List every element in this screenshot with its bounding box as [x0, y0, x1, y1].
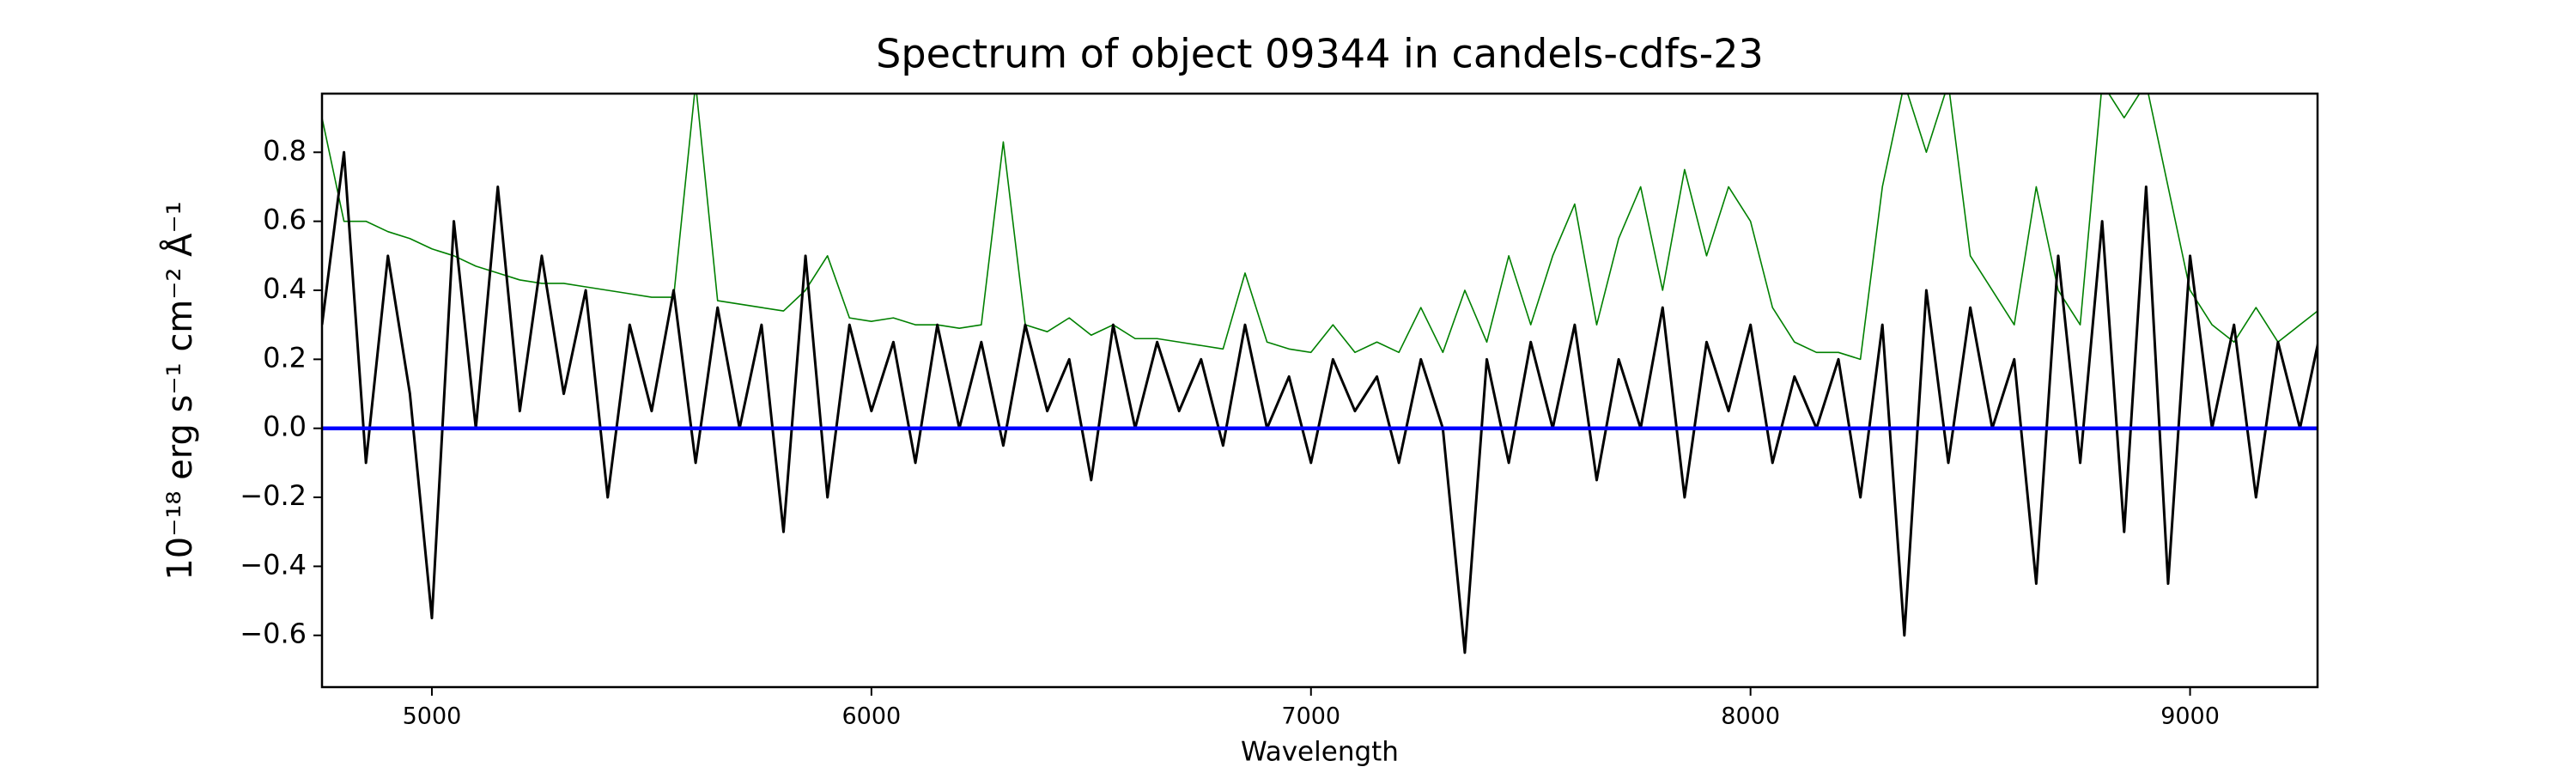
x-tick-label: 7000 [1281, 703, 1340, 730]
chart-title: Spectrum of object 09344 in candels-cdfs… [876, 31, 1764, 77]
y-tick-label: −0.6 [240, 618, 307, 650]
x-tick-label: 9000 [2160, 703, 2220, 730]
spectrum-line [322, 94, 2318, 361]
x-tick-label: 8000 [1721, 703, 1780, 730]
x-tick-label: 5000 [403, 703, 462, 730]
y-axis-label: 10⁻¹⁸ erg s⁻¹ cm⁻² Å⁻¹ [159, 201, 200, 580]
y-tick-label: −0.4 [240, 548, 307, 581]
plot-area [322, 94, 2318, 654]
y-tick-label: 0.6 [263, 204, 307, 236]
x-tick-label: 6000 [842, 703, 902, 730]
y-tick-label: 0.4 [263, 272, 307, 305]
x-axis-label: Wavelength [1241, 737, 1399, 768]
spectrum-line [322, 150, 2318, 654]
y-tick-label: 0.2 [263, 341, 307, 374]
axes-frame [320, 92, 2319, 689]
y-tick-label: 0.8 [263, 134, 307, 167]
y-tick-label: −0.2 [240, 479, 307, 512]
y-tick-label: 0.0 [263, 411, 307, 443]
